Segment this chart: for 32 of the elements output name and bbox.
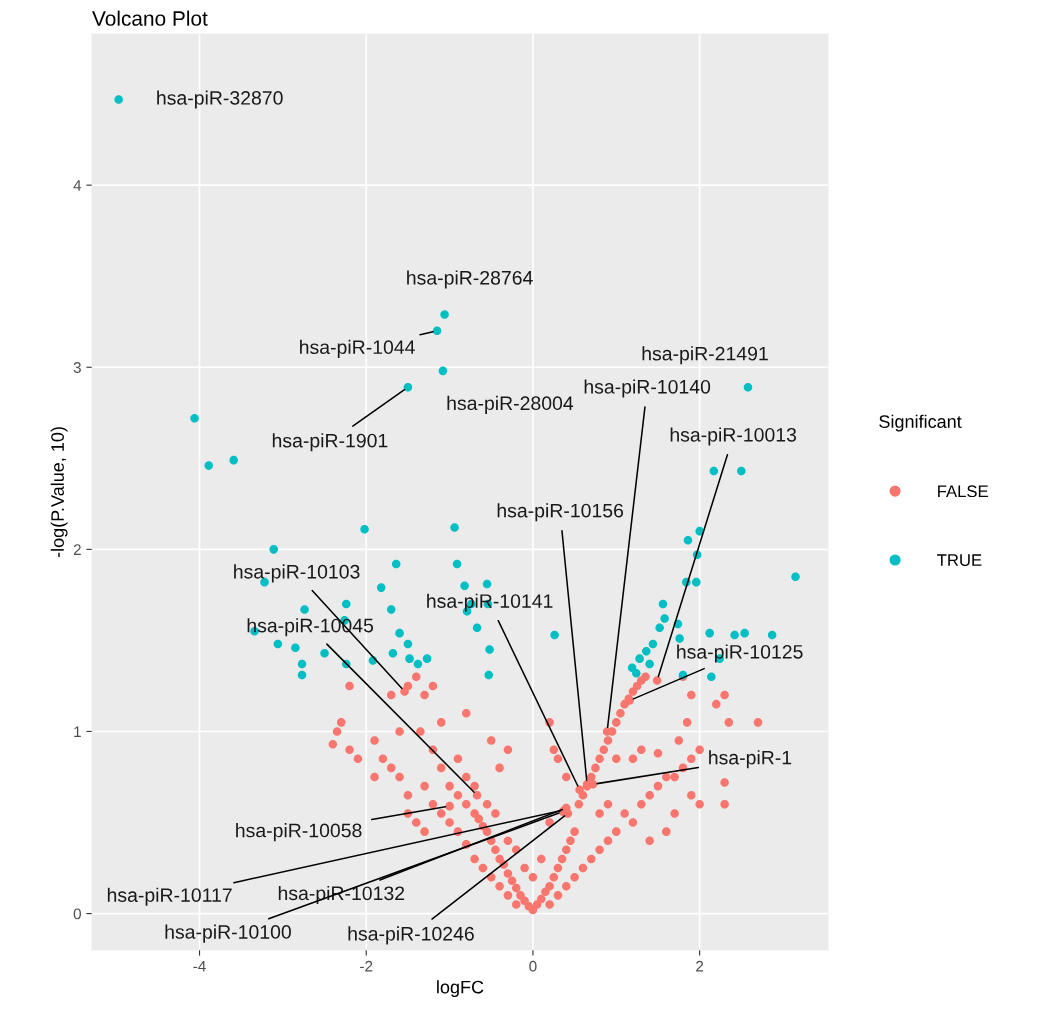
x-tick-label: -2 bbox=[360, 960, 373, 972]
y-tick-label: 1 bbox=[74, 726, 81, 738]
y-tick-label: 0 bbox=[73, 908, 81, 920]
x-tick-label: 0 bbox=[529, 960, 537, 972]
legend-title: Significant bbox=[879, 414, 962, 432]
annotation: hsa-piR-21491 bbox=[642, 346, 768, 365]
annotation: hsa-piR-10058 bbox=[236, 823, 362, 842]
annotation: hsa-piR-10156 bbox=[497, 503, 624, 522]
annotation: hsa-piR-10246 bbox=[348, 926, 474, 945]
annotation: hsa-piR-1044 bbox=[300, 339, 415, 358]
annotation: hsa-piR-10140 bbox=[584, 379, 711, 398]
annotation: hsa-piR-10117 bbox=[107, 887, 232, 906]
annotation: hsa-piR-28764 bbox=[407, 270, 533, 289]
annotation: hsa-piR-32870 bbox=[157, 90, 283, 109]
annotation: hsa-piR-28004 bbox=[447, 395, 574, 414]
annotation: hsa-piR-1 bbox=[709, 750, 792, 769]
annotation: hsa-piR-10103 bbox=[234, 564, 360, 583]
y-tick-label: 3 bbox=[73, 362, 81, 373]
annotation: hsa-piR-10013 bbox=[670, 427, 797, 446]
y-tick-label: 2 bbox=[73, 544, 81, 555]
annotation: hsa-piR-10100 bbox=[165, 924, 291, 943]
legend-label: FALSE bbox=[938, 485, 988, 498]
x-axis-title: logFC bbox=[437, 980, 484, 998]
chart-title: Volcano Plot bbox=[92, 10, 208, 26]
annotation: hsa-piR-10141 bbox=[427, 593, 553, 612]
annotation: hsa-piR-10125 bbox=[677, 644, 803, 663]
legend-label: TRUE bbox=[937, 554, 982, 566]
x-tick-label: -4 bbox=[193, 960, 206, 972]
y-axis-title: -log(P.Value, 10) bbox=[50, 427, 68, 558]
annotation: hsa-piR-1901 bbox=[272, 433, 388, 452]
x-tick-label: 2 bbox=[696, 960, 704, 972]
y-tick-label: 4 bbox=[73, 180, 82, 191]
